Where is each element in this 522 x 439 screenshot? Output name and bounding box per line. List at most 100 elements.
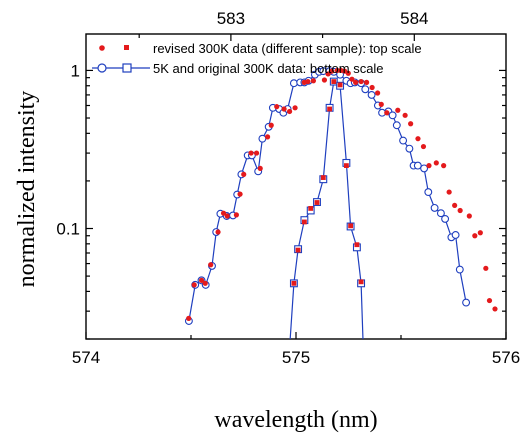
data-point-blue-circle	[388, 111, 397, 120]
data-point-red-dot	[420, 143, 427, 150]
data-point-red-dot	[384, 110, 390, 116]
data-point-red-dot	[457, 207, 463, 214]
data-point-red-dot	[208, 262, 214, 268]
data-point-red-dot	[202, 280, 208, 286]
legend-red-dot-1	[99, 45, 105, 51]
data-point-red-square	[354, 242, 360, 248]
data-point-red-square	[295, 247, 301, 253]
data-point-red-square	[327, 106, 332, 112]
data-point-red-dot	[248, 150, 254, 156]
data-point-red-dot	[191, 282, 197, 288]
legend-red-square-1	[124, 45, 129, 50]
y-tick-label: 0.1	[56, 220, 80, 239]
data-point-red-dot	[446, 189, 452, 195]
legend-blue-square	[122, 63, 132, 73]
data-point-red-dot	[486, 297, 493, 304]
data-point-red-dot	[253, 150, 260, 156]
series-line-blue-open-square	[289, 80, 364, 339]
data-point-blue-circle	[367, 90, 376, 99]
data-point-blue-square	[360, 343, 367, 350]
data-point-red-dot	[378, 101, 384, 107]
data-point-blue-circle	[361, 85, 370, 94]
data-point-red-square	[308, 206, 314, 211]
data-point-red-dot	[268, 122, 274, 128]
data-point-red-dot	[237, 191, 243, 197]
data-point-red-square	[331, 79, 337, 84]
data-point-red-square	[358, 279, 364, 285]
data-point-red-dot	[395, 107, 401, 113]
data-point-red-square	[344, 163, 349, 169]
data-point-red-square	[337, 82, 343, 88]
data-point-red-dot	[329, 68, 335, 74]
x-bottom-tick-label: 575	[282, 348, 310, 367]
data-point-red-dot	[426, 163, 432, 169]
data-point-red-dot	[452, 202, 458, 209]
legend-label-revised-300k: revised 300K data (different sample): to…	[153, 41, 422, 56]
data-point-red-dot	[286, 108, 293, 115]
data-point-red-dot	[433, 160, 439, 166]
data-point-red-dot	[305, 78, 311, 85]
data-point-red-dot	[310, 78, 317, 84]
data-point-blue-circle	[436, 209, 445, 218]
data-point-blue-circle	[405, 144, 414, 153]
data-point-blue-circle	[289, 79, 298, 88]
data-point-red-dot	[492, 306, 498, 312]
x-top-tick-label: 583	[217, 9, 245, 28]
legend-blue-circle	[97, 63, 107, 73]
data-point-blue-circle	[258, 134, 267, 143]
data-point-red-square	[302, 219, 307, 225]
y-tick-label: 1	[71, 61, 80, 80]
data-point-blue-circle	[392, 121, 401, 130]
data-point-red-dot	[483, 265, 489, 271]
data-point-red-dot	[466, 213, 472, 219]
data-point-red-dot	[264, 134, 271, 140]
data-point-blue-circle	[441, 214, 450, 223]
data-point-red-dot	[186, 315, 192, 321]
x-top-tick-label: 584	[400, 9, 428, 28]
data-point-red-dot	[233, 212, 239, 218]
x-axis-title: wavelength (nm)	[214, 407, 377, 433]
y-axis-title: normalized intensity	[14, 91, 40, 288]
data-point-red-square	[320, 175, 326, 180]
data-point-red-dot	[224, 213, 230, 219]
data-point-blue-circle	[451, 231, 460, 239]
data-point-red-dot	[477, 230, 483, 236]
data-point-red-dot	[257, 165, 263, 172]
data-point-red-dot	[369, 84, 375, 91]
data-point-red-dot	[281, 106, 287, 112]
data-point-red-dot	[375, 90, 381, 96]
data-point-red-dot	[345, 70, 351, 76]
data-point-red-dot	[408, 121, 414, 127]
data-point-red-square	[314, 200, 320, 205]
data-point-red-dot	[349, 76, 355, 82]
legend-label-5k-original: 5K and original 300K data: bottom scale	[153, 61, 384, 76]
data-point-red-dot	[334, 67, 340, 74]
data-point-red-square	[291, 280, 297, 286]
data-point-red-dot	[364, 79, 370, 85]
data-point-blue-circle	[420, 164, 429, 173]
data-point-blue-circle	[424, 188, 433, 197]
data-point-red-square	[348, 223, 353, 229]
data-point-red-dot	[198, 277, 205, 283]
data-point-red-dot	[402, 112, 408, 118]
data-point-blue-circle	[462, 298, 471, 307]
data-point-red-dot	[274, 104, 280, 110]
data-point-blue-circle	[430, 203, 439, 212]
data-point-red-dot	[358, 78, 364, 85]
data-point-red-dot	[441, 163, 447, 169]
x-bottom-tick-label: 574	[72, 348, 100, 367]
data-point-red-dot	[241, 171, 247, 177]
data-point-red-dot	[353, 79, 359, 85]
legend: revised 300K data (different sample): to…	[92, 41, 422, 76]
data-point-red-dot	[292, 105, 298, 111]
data-point-red-dot	[325, 71, 331, 77]
data-point-red-dot	[215, 229, 221, 235]
plot-frame	[85, 33, 507, 340]
data-point-red-dot	[321, 77, 328, 83]
data-point-red-dot	[472, 233, 478, 239]
data-point-blue-circle	[413, 161, 422, 170]
data-point-red-dot	[220, 210, 227, 216]
data-point-blue-circle	[399, 136, 408, 145]
data-point-blue-circle	[455, 265, 464, 274]
